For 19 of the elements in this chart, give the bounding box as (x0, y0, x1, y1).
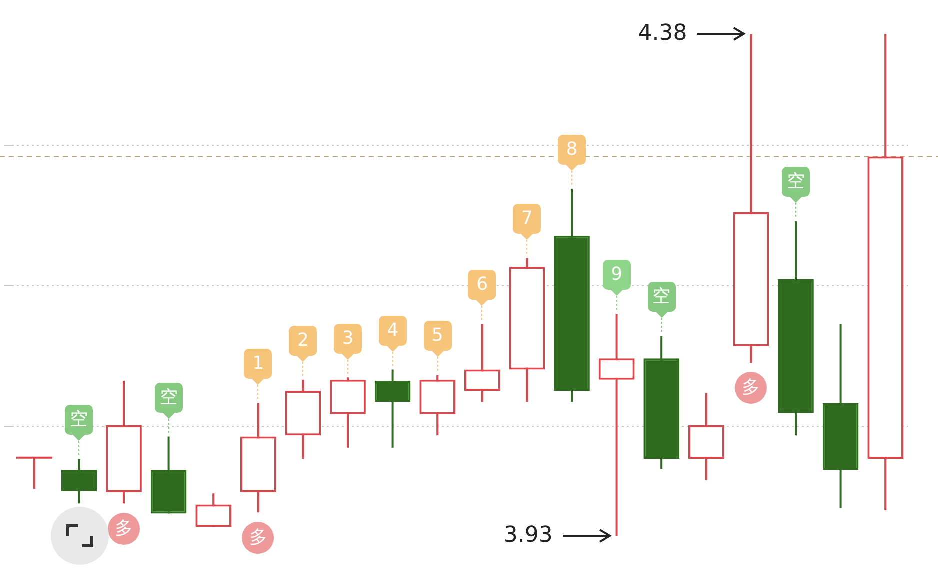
annotation: 4.38 (638, 21, 688, 47)
annotation: 空 (69, 409, 90, 432)
annotation: 空 (652, 286, 672, 308)
annotation: 5 (430, 325, 444, 348)
annotation: 多 (114, 518, 134, 540)
annotation: 3.93 (504, 523, 553, 549)
annotation: 9 (610, 264, 624, 286)
annotation: 7 (520, 208, 534, 230)
annotation: 3 (341, 328, 355, 350)
annotation: 多 (741, 377, 762, 400)
annotation: 6 (476, 274, 490, 296)
candlestick (598, 313, 635, 537)
annotation: 4 (386, 320, 400, 342)
annotation: 多 (248, 526, 268, 549)
annotation: 空 (158, 386, 179, 409)
annotation: 1 (252, 353, 266, 376)
annotation: 8 (565, 139, 579, 162)
annotation: 空 (786, 171, 806, 194)
annotation: 2 (296, 330, 310, 352)
